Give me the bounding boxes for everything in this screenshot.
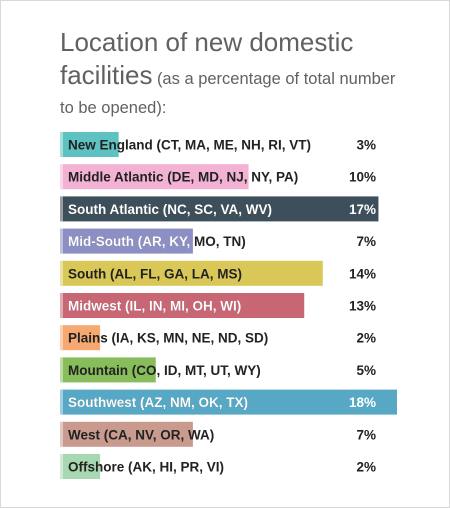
value-label: 17% (349, 202, 376, 217)
bar-edge (60, 325, 65, 351)
bar-edge (60, 196, 65, 222)
bar (63, 357, 156, 383)
bar-row: West (CA, NV, OR, WA) 7% (60, 421, 376, 447)
value-label: 2% (356, 331, 376, 346)
chart-title-block: Location of new domestic facilities (as … (60, 28, 400, 123)
bar-edge (60, 357, 65, 383)
bar (63, 293, 305, 318)
category-label-overlay: Southwest (AZ, NM, OK, TX) (68, 395, 248, 410)
bar-edge (60, 454, 65, 479)
chart-subtitle: (as a percentage of total number to be o… (60, 70, 396, 117)
bar (63, 454, 101, 479)
value-label: 14% (349, 266, 376, 281)
value-label: 7% (356, 234, 376, 249)
bar-row: Mid-South (AR, KY, MO, TN)Mid-South (AR,… (60, 228, 376, 254)
bar-edge (60, 389, 65, 415)
bar-row: Plains (IA, KS, MN, NE, ND, SD) 2% (60, 325, 376, 351)
bar-row: South Atlantic (NC, SC, VA, WV)South Atl… (60, 196, 379, 222)
bar-row: Offshore (AK, HI, PR, VI) 2% (60, 454, 376, 479)
category-label-overlay: Mid-South (AR, KY, MO, TN) (68, 234, 246, 249)
bar (63, 325, 101, 351)
category-label: West (CA, NV, OR, WA) (68, 427, 214, 442)
bar (63, 132, 119, 157)
category-label: New England (CT, MA, ME, NH, RI, VT) (68, 138, 311, 153)
bar-edge (60, 293, 65, 318)
bar-row: Midwest (IL, IN, MI, OH, WI)Midwest (IL,… (60, 293, 376, 318)
category-label: Middle Atlantic (DE, MD, NJ, NY, PA) (68, 170, 298, 185)
value-label: 3% (356, 138, 376, 153)
value-label: 5% (356, 363, 376, 378)
bar-row: Middle Atlantic (DE, MD, NJ, NY, PA) 10% (60, 164, 376, 190)
bar-row: Southwest (AZ, NM, OK, TX)Southwest (AZ,… (60, 389, 397, 415)
bar-row: New England (CT, MA, ME, NH, RI, VT) 3% (60, 132, 376, 157)
category-label: Mountain (CO, ID, MT, UT, WY) (68, 363, 261, 378)
category-label: Mid-South (AR, KY, MO, TN) (68, 234, 246, 249)
bar (63, 196, 379, 222)
bar-edge (60, 260, 65, 286)
value-label: 10% (349, 170, 376, 185)
bar (63, 164, 249, 190)
value-label: 7% (356, 427, 376, 442)
category-label: South Atlantic (NC, SC, VA, WV) (68, 202, 272, 217)
bar-edge (60, 132, 65, 157)
category-label: Midwest (IL, IN, MI, OH, WI) (68, 299, 241, 314)
bar-edge (60, 421, 65, 447)
bar-edge (60, 164, 65, 190)
value-label: 18% (349, 395, 376, 410)
category-label: South (AL, FL, GA, LA, MS) (68, 266, 242, 281)
value-label: 13% (349, 299, 376, 314)
category-label: Offshore (AK, HI, PR, VI) (68, 460, 224, 475)
bar (63, 260, 323, 286)
bar-row: South (AL, FL, GA, LA, MS) 14% (60, 260, 376, 286)
category-label-overlay: South Atlantic (NC, SC, VA, WV) (68, 202, 272, 217)
chart-title: Location of new domestic facilities (60, 27, 354, 90)
category-label-overlay: Midwest (IL, IN, MI, OH, WI) (68, 299, 241, 314)
category-label: Southwest (AZ, NM, OK, TX) (68, 395, 248, 410)
category-label: Plains (IA, KS, MN, NE, ND, SD) (68, 331, 268, 346)
bar-edge (60, 228, 65, 254)
value-label: 2% (356, 460, 376, 475)
bar (63, 421, 193, 447)
bar-row: Mountain (CO, ID, MT, UT, WY) 5% (60, 357, 376, 383)
bar (63, 389, 397, 415)
bar (63, 228, 193, 254)
